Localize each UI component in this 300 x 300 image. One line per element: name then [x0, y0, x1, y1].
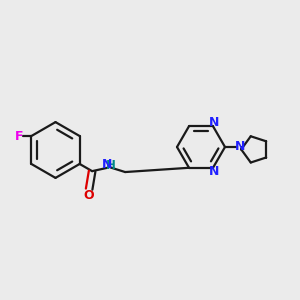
Text: O: O	[83, 189, 94, 202]
Text: N: N	[209, 165, 219, 178]
Text: N: N	[102, 158, 112, 171]
Text: N: N	[235, 140, 245, 153]
Text: N: N	[209, 116, 219, 129]
Text: F: F	[15, 130, 24, 142]
Text: H: H	[106, 159, 116, 172]
